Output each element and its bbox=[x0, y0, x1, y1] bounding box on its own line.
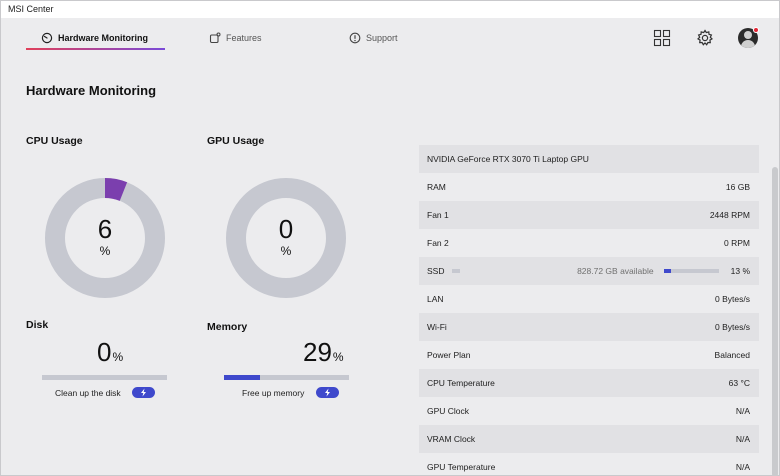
avatar-head bbox=[744, 31, 752, 39]
bolt-icon bbox=[141, 388, 146, 397]
info-row-fan2: Fan 2 0 RPM bbox=[419, 229, 759, 257]
info-row-power-plan: Power Plan Balanced bbox=[419, 341, 759, 369]
info-row-gpu-model: NVIDIA GeForce RTX 3070 Ti Laptop GPU bbox=[419, 145, 759, 173]
gpu-model-label: NVIDIA GeForce RTX 3070 Ti Laptop GPU bbox=[427, 154, 589, 164]
window-title: MSI Center bbox=[1, 1, 779, 18]
gpu-usage-gauge: 0 % bbox=[225, 177, 347, 299]
disk-value: 0% bbox=[97, 337, 123, 368]
info-row-wifi: Wi-Fi 0 Bytes/s bbox=[419, 313, 759, 341]
top-nav: Hardware Monitoring Features Support bbox=[1, 18, 779, 60]
hardware-info-list: NVIDIA GeForce RTX 3070 Ti Laptop GPU RA… bbox=[419, 145, 760, 476]
gpu-usage-unit: % bbox=[280, 244, 292, 258]
gpu-usage-label: GPU Usage bbox=[207, 135, 265, 147]
vram-clock-label: VRAM Clock bbox=[427, 434, 476, 444]
info-row-cpu-temperature: CPU Temperature 63 °C bbox=[419, 369, 759, 397]
disk-usage-bar bbox=[42, 375, 167, 380]
active-tab-indicator bbox=[26, 48, 165, 50]
support-icon bbox=[349, 32, 361, 44]
free-memory-button[interactable] bbox=[316, 387, 339, 398]
tab-label: Support bbox=[366, 33, 398, 43]
ssd-value: 13 % bbox=[730, 266, 750, 276]
gauge-icon bbox=[41, 32, 53, 44]
disk-label: Disk bbox=[26, 319, 49, 331]
ssd-usage-fill bbox=[663, 269, 671, 273]
clean-disk-label: Clean up the disk bbox=[55, 388, 121, 398]
ssd-left: SSD bbox=[427, 266, 461, 276]
free-memory-label: Free up memory bbox=[242, 388, 305, 398]
memory-value-number: 29 bbox=[303, 337, 332, 367]
vertical-scrollbar[interactable] bbox=[772, 167, 778, 476]
info-row-fan1: Fan 1 2448 RPM bbox=[419, 201, 759, 229]
memory-usage-fill bbox=[224, 375, 261, 380]
cpu-temperature-value: 63 °C bbox=[728, 378, 750, 388]
memory-label: Memory bbox=[207, 321, 248, 333]
info-row-gpu-temperature: GPU Temperature N/A bbox=[419, 453, 759, 476]
gpu-usage-value: 0 bbox=[278, 214, 294, 244]
disk-value-unit: % bbox=[112, 350, 124, 364]
ram-label: RAM bbox=[427, 182, 446, 192]
power-plan-label: Power Plan bbox=[427, 350, 471, 360]
ssd-usage-bar bbox=[663, 269, 719, 273]
gpu-temperature-label: GPU Temperature bbox=[427, 462, 496, 472]
ssd-mini-bar bbox=[452, 269, 461, 273]
grid-icon[interactable] bbox=[653, 29, 671, 47]
avatar-body bbox=[741, 40, 755, 48]
cpu-usage-label: CPU Usage bbox=[26, 135, 83, 147]
tab-features[interactable]: Features bbox=[209, 28, 262, 48]
gpu-gauge-track bbox=[226, 178, 346, 298]
info-row-gpu-clock: GPU Clock N/A bbox=[419, 397, 759, 425]
ram-value: 16 GB bbox=[725, 182, 750, 192]
fan2-label: Fan 2 bbox=[427, 238, 449, 248]
gear-icon[interactable] bbox=[696, 29, 714, 47]
info-row-ram: RAM 16 GB bbox=[419, 173, 759, 201]
power-plan-value: Balanced bbox=[714, 350, 750, 360]
cpu-temperature-label: CPU Temperature bbox=[427, 378, 495, 388]
tab-label: Features bbox=[226, 33, 262, 43]
cpu-usage-gauge: 6 % bbox=[44, 177, 166, 299]
gpu-clock-label: GPU Clock bbox=[427, 406, 470, 416]
vram-clock-value: N/A bbox=[735, 434, 750, 444]
info-row-ssd: SSD 828.72 GB available 13 % bbox=[419, 257, 759, 285]
page-title: Hardware Monitoring bbox=[26, 83, 157, 98]
info-row-lan: LAN 0 Bytes/s bbox=[419, 285, 759, 313]
memory-value: 29% bbox=[303, 337, 344, 368]
memory-usage-bar bbox=[224, 375, 349, 380]
clean-disk-button[interactable] bbox=[132, 387, 155, 398]
memory-value-unit: % bbox=[332, 350, 344, 364]
tab-label: Hardware Monitoring bbox=[58, 33, 149, 43]
gpu-temperature-value: N/A bbox=[735, 462, 750, 472]
features-icon bbox=[209, 32, 221, 44]
info-row-vram-clock: VRAM Clock N/A bbox=[419, 425, 759, 453]
notification-badge bbox=[753, 27, 759, 33]
cpu-usage-value: 6 bbox=[97, 214, 113, 244]
cpu-usage-unit: % bbox=[99, 244, 111, 258]
avatar[interactable] bbox=[738, 28, 758, 48]
lan-label: LAN bbox=[427, 294, 444, 304]
fan1-label: Fan 1 bbox=[427, 210, 449, 220]
bolt-icon bbox=[325, 388, 330, 397]
ssd-right: 828.72 GB available 13 % bbox=[577, 266, 750, 276]
wifi-label: Wi-Fi bbox=[427, 322, 447, 332]
tab-hardware-monitoring[interactable]: Hardware Monitoring bbox=[41, 28, 148, 48]
fan2-value: 0 RPM bbox=[724, 238, 750, 248]
lan-value: 0 Bytes/s bbox=[715, 294, 750, 304]
disk-value-number: 0 bbox=[97, 337, 112, 367]
wifi-value: 0 Bytes/s bbox=[715, 322, 750, 332]
cpu-gauge-fill bbox=[45, 178, 165, 298]
ssd-available: 828.72 GB available bbox=[577, 266, 654, 276]
ssd-label: SSD bbox=[427, 266, 445, 276]
tab-support[interactable]: Support bbox=[349, 28, 398, 48]
fan1-value: 2448 RPM bbox=[709, 210, 750, 220]
gpu-clock-value: N/A bbox=[735, 406, 750, 416]
